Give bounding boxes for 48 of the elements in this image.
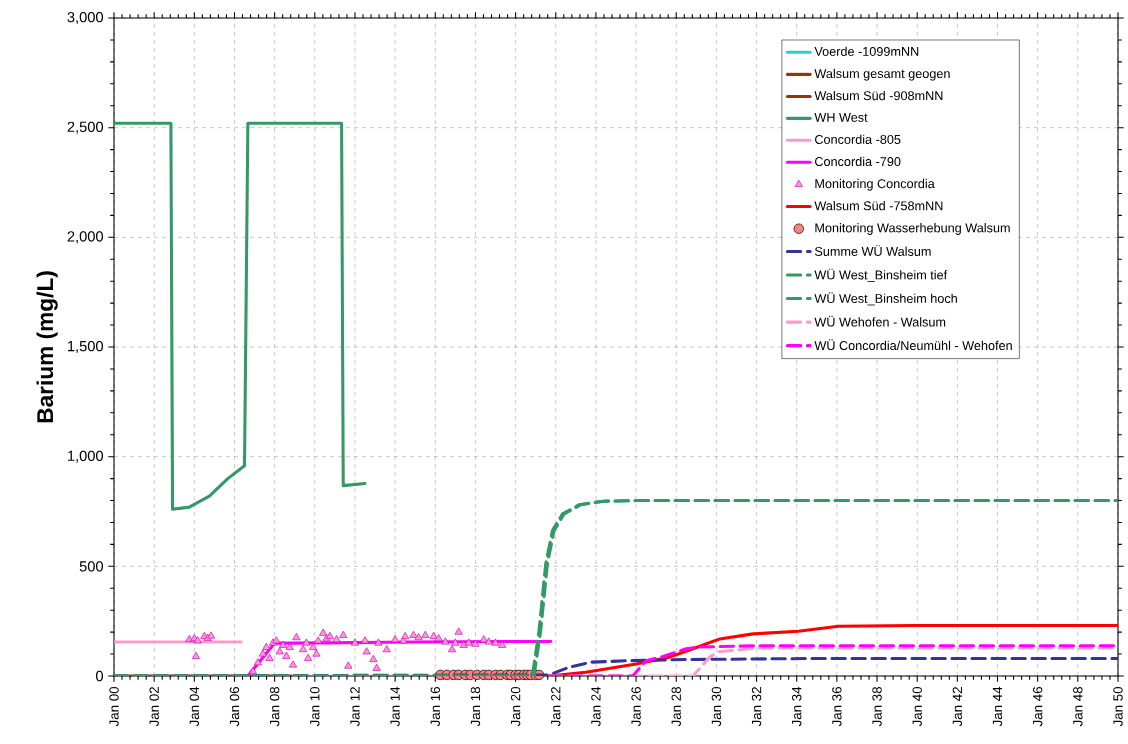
x-tick-label: Jan 00 xyxy=(109,686,119,727)
x-tick-label: Jan 48 xyxy=(1073,687,1083,727)
x-tick-label: Jan 22 xyxy=(551,687,561,727)
x-tick-label: Jan 10 xyxy=(310,686,320,727)
legend-label: WÜ Concordia/Neumühl - Wehofen xyxy=(814,339,1012,351)
y-tick-label: 1,500 xyxy=(68,340,104,354)
y-tick-label: 3,000 xyxy=(67,11,104,25)
x-tick-label: Jan 36 xyxy=(832,687,842,727)
x-tick-label: Jan 38 xyxy=(872,687,882,727)
x-tick-label: Jan 30 xyxy=(711,686,722,727)
y-tick-label: 2,000 xyxy=(67,231,104,244)
legend-label: WÜ West_Binsheim hoch xyxy=(814,292,957,306)
x-tick-label: Jan 06 xyxy=(229,687,240,727)
x-tick-label: Jan 26 xyxy=(631,687,641,727)
legend-label: WÜ West_Binsheim tief xyxy=(814,268,948,282)
x-tick-label: Jan 20 xyxy=(510,686,521,727)
y-tick-label: 1,000 xyxy=(68,450,104,463)
y-tick-label: 2,500 xyxy=(67,121,104,134)
legend-label: Walsum Süd -908mNN xyxy=(814,90,943,101)
x-tick-label: Jan 16 xyxy=(430,687,440,727)
y-tick-label: 500 xyxy=(79,561,104,572)
x-tick-label: Jan 50 xyxy=(1113,686,1123,727)
x-tick-label: Jan 14 xyxy=(390,686,400,727)
x-tick-label: Jan 08 xyxy=(269,687,280,727)
x-tick-label: Jan 24 xyxy=(591,686,601,727)
x-tick-label: Jan 28 xyxy=(671,687,681,727)
legend-label: WH West xyxy=(814,112,868,122)
x-tick-label: Jan 32 xyxy=(751,687,762,727)
legend-label: Summe WÜ Walsum xyxy=(814,245,931,256)
y-axis-title: Barium (mg/L) xyxy=(36,271,58,423)
legend-label: Walsum gesamt geogen xyxy=(814,68,950,81)
x-tick-label: Jan 40 xyxy=(912,686,922,727)
legend-label: Voerde -1099mNN xyxy=(814,46,919,56)
x-tick-label: Jan 12 xyxy=(350,687,360,727)
x-tick-label: Jan 34 xyxy=(792,686,802,727)
x-tick-label: Jan 46 xyxy=(1032,687,1043,727)
x-tick-label: Jan 04 xyxy=(189,686,200,727)
x-tick-label: Jan 42 xyxy=(952,687,963,727)
legend-label: Walsum Süd -758mNN xyxy=(814,200,943,211)
legend-label: Concordia -805 xyxy=(815,134,901,144)
x-tick-label: Jan 02 xyxy=(149,687,159,727)
legend-label: Monitoring Wasserhebung Walsum xyxy=(815,223,1010,235)
x-tick-label: Jan 44 xyxy=(992,686,1003,727)
y-tick-label: 0 xyxy=(96,670,104,682)
legend-label: WÜ Wehofen - Walsum xyxy=(814,315,946,327)
legend-label: Monitoring Concordia xyxy=(815,178,935,191)
x-tick-label: Jan 18 xyxy=(470,687,481,727)
legend-label: Concordia -790 xyxy=(815,156,901,167)
